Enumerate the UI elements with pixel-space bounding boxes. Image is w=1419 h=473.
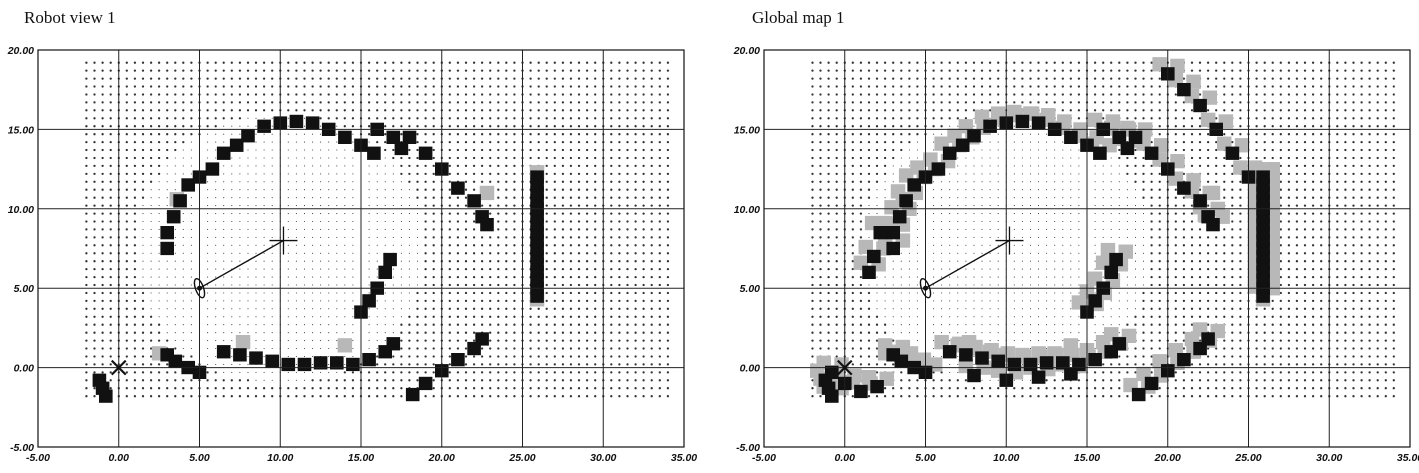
y-tick-label: 10.00 [8, 204, 34, 216]
x-tick-label: 15.00 [348, 452, 374, 464]
origin-x-mark-icon [836, 359, 853, 376]
x-tick-label: 5.00 [189, 452, 210, 464]
x-tick-label: -5.00 [26, 452, 50, 464]
heading-line [199, 239, 284, 289]
y-tick-label: 0.00 [14, 363, 35, 375]
x-tick-label: 0.00 [109, 452, 130, 464]
y-tick-label: 10.00 [734, 204, 760, 216]
origin-x-mark-icon [110, 359, 127, 376]
x-tick-label: 35.00 [1397, 452, 1419, 464]
plot-frame [763, 49, 1411, 448]
x-tick-label: -5.00 [752, 452, 776, 464]
panel-title-global-map: Global map 1 [752, 8, 845, 27]
x-tick-label: 10.00 [993, 452, 1019, 464]
x-tick-label: 25.00 [1234, 452, 1261, 464]
y-tick-label: 20.00 [733, 45, 760, 57]
target-plus-icon [995, 226, 1024, 255]
x-tick-label: 25.00 [508, 452, 535, 464]
target-plus-icon [269, 226, 298, 255]
panel-title-robot-view: Robot view 1 [24, 8, 116, 27]
y-tick-label: 15.00 [734, 124, 760, 136]
x-tick-label: 5.00 [915, 452, 936, 464]
x-tick-label: 20.00 [1154, 452, 1181, 464]
x-tick-label: 0.00 [835, 452, 856, 464]
heading-line [925, 239, 1010, 289]
x-tick-label: 35.00 [671, 452, 697, 464]
unknown-cell-dots [811, 61, 1395, 398]
x-tick-label: 30.00 [1316, 452, 1342, 464]
robot-ellipse-icon [193, 278, 206, 299]
y-tick-label: 0.00 [740, 363, 761, 375]
x-tick-label: 10.00 [267, 452, 293, 464]
y-tick-label: -5.00 [10, 442, 34, 454]
robot-view-panel: 20.00 15.00 10.00 5.00 0.00 -5.00-5.00 0.00 5.0… [7, 45, 698, 464]
robot-ellipse-icon [919, 278, 932, 299]
x-tick-label: 20.00 [428, 452, 455, 464]
y-tick-label: 5.00 [14, 283, 35, 295]
plot-frame [37, 49, 685, 448]
uncertain-cells [151, 165, 545, 361]
y-tick-label: 20.00 [7, 45, 34, 57]
x-tick-label: 15.00 [1074, 452, 1100, 464]
y-tick-label: -5.00 [736, 442, 760, 454]
global-map-panel: 20.00 15.00 10.00 5.00 0.00 -5.00-5.00 0.00 5.0… [733, 45, 1419, 464]
x-tick-label: 30.00 [590, 452, 616, 464]
y-tick-label: 5.00 [740, 283, 761, 295]
y-tick-label: 15.00 [8, 124, 34, 136]
